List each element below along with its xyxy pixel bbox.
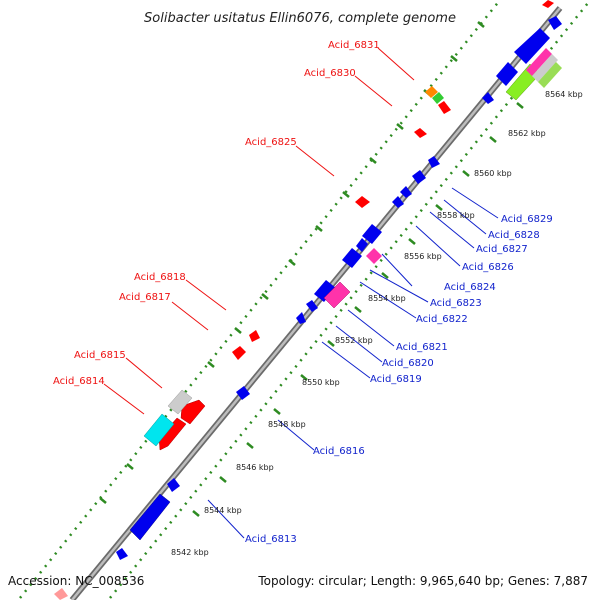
gene-bottom-fragment[interactable] [54, 588, 68, 600]
forward-callouts [103, 47, 415, 415]
tick-label: 8556 kbp [404, 252, 442, 261]
tick-label: 8564 kbp [545, 90, 583, 99]
gene-label-acid-6814[interactable]: Acid_6814 [53, 376, 105, 387]
gene-acid-6824[interactable] [362, 224, 382, 244]
gene-acid-6814b[interactable] [158, 417, 187, 451]
gene-label-acid-6819[interactable]: Acid_6819 [370, 374, 422, 385]
gene-acid-6829[interactable] [428, 156, 440, 168]
topology-text: Topology: circular; Length: 9,965,640 bp… [258, 574, 588, 588]
gene-acid-6819[interactable] [296, 312, 306, 324]
gene-acid-6830a[interactable] [414, 128, 427, 138]
gene-label-acid-6828[interactable]: Acid_6828 [488, 230, 540, 241]
gene-label-acid-6831[interactable]: Acid_6831 [328, 40, 380, 51]
gene-acid-6816[interactable] [236, 386, 250, 400]
tick-label: 8544 kbp [204, 506, 242, 515]
gene-acid-6831[interactable] [425, 86, 438, 98]
gene-acid-6824-pink[interactable] [366, 248, 382, 264]
gene-acid-6813b[interactable] [167, 478, 180, 492]
gene-label-acid-6830[interactable]: Acid_6830 [304, 68, 356, 79]
gene-label-acid-6816[interactable]: Acid_6816 [313, 446, 365, 457]
gene-label-acid-6827[interactable]: Acid_6827 [476, 244, 528, 255]
accession-text: Accession: NC_008536 [8, 574, 145, 588]
tick-labels: 8542 kbp 8544 kbp 8546 kbp 8548 kbp 8550… [171, 90, 583, 557]
gene-label-acid-6815[interactable]: Acid_6815 [74, 350, 126, 361]
major-ticks [99, 21, 524, 517]
gene-acid-6822[interactable] [342, 248, 362, 268]
tick-label: 8548 kbp [268, 420, 306, 429]
gene-label-acid-6817[interactable]: Acid_6817 [119, 292, 171, 303]
gene-acid-6820[interactable] [306, 300, 318, 312]
gene-acid-6813[interactable] [129, 493, 171, 541]
reverse-callouts [207, 187, 499, 539]
gene-label-acid-6825[interactable]: Acid_6825 [245, 137, 297, 148]
tick-label: 8560 kbp [474, 169, 512, 178]
gene-label-acid-6820[interactable]: Acid_6820 [382, 358, 434, 369]
tick-label: 8546 kbp [236, 463, 274, 472]
gene-acid-6828[interactable] [412, 170, 426, 184]
genome-backbone [69, 6, 563, 600]
gene-acid-6814-grey[interactable] [167, 389, 193, 415]
bottom-edge-genes [54, 588, 68, 600]
gene-acid-6812[interactable] [116, 548, 128, 560]
inner-tick-track [109, 0, 592, 599]
gene-acid-6821-pink[interactable] [323, 281, 351, 309]
gene-acid-6834-lime[interactable] [538, 62, 562, 88]
gene-acid-6833[interactable] [496, 62, 518, 86]
tick-label: 8552 kbp [335, 336, 373, 345]
gene-label-acid-6823[interactable]: Acid_6823 [430, 298, 482, 309]
gene-acid-6830b[interactable] [438, 101, 451, 114]
map-title: Solibacter usitatus Ellin6076, complete … [144, 11, 456, 26]
gene-label-acid-6826[interactable]: Acid_6826 [462, 262, 514, 273]
gene-acid-6818[interactable] [249, 330, 260, 342]
gene-label-acid-6824[interactable]: Acid_6824 [444, 282, 496, 293]
gene-label-acid-6821[interactable]: Acid_6821 [396, 342, 448, 353]
gene-acid-6827[interactable] [400, 186, 412, 198]
gene-acid-6831b[interactable] [432, 92, 444, 104]
tick-label: 8558 kbp [437, 211, 475, 220]
gene-acid-6834-grey[interactable] [532, 54, 558, 82]
tick-label: 8554 kbp [368, 294, 406, 303]
forward-strand-genes [143, 0, 554, 451]
tick-label: 8562 kbp [508, 129, 546, 138]
gene-acid-6826[interactable] [392, 196, 404, 208]
gene-acid-6834-pink[interactable] [526, 48, 552, 76]
gene-acid-6821[interactable] [314, 280, 336, 302]
gene-acid-6834[interactable] [514, 28, 550, 64]
forward-gene-labels: Acid_6831 Acid_6830 Acid_6825 Acid_6818 … [53, 40, 380, 387]
gene-top-red[interactable] [542, 0, 554, 8]
gene-acid-6817[interactable] [232, 346, 246, 360]
gene-acid-6832[interactable] [482, 92, 494, 104]
reverse-strand-genes [116, 16, 562, 560]
gene-acid-6835[interactable] [548, 16, 562, 30]
gene-acid-6823[interactable] [356, 238, 368, 252]
tick-label: 8542 kbp [171, 548, 209, 557]
gene-label-acid-6813[interactable]: Acid_6813 [245, 534, 297, 545]
reverse-gene-labels: Acid_6829 Acid_6828 Acid_6827 Acid_6826 … [245, 214, 553, 545]
gene-label-acid-6822[interactable]: Acid_6822 [416, 314, 468, 325]
tick-label: 8550 kbp [302, 378, 340, 387]
gene-acid-6815[interactable] [180, 399, 206, 425]
gene-acid-6825[interactable] [355, 196, 370, 208]
gene-label-acid-6829[interactable]: Acid_6829 [501, 214, 553, 225]
gene-acid-6814[interactable] [143, 413, 175, 447]
gene-label-acid-6818[interactable]: Acid_6818 [134, 272, 186, 283]
